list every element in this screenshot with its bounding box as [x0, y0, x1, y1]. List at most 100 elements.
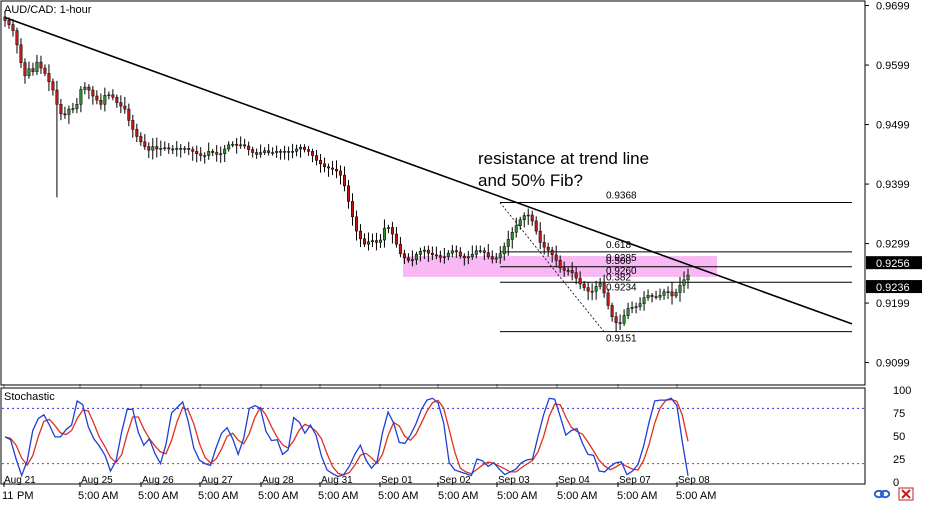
candle-body: [486, 252, 490, 257]
candle-body: [159, 148, 163, 150]
candle-body: [103, 95, 107, 105]
candle-body: [99, 99, 103, 105]
candle-body: [434, 254, 438, 257]
candle-body: [243, 144, 247, 147]
candle-body: [474, 250, 478, 255]
date-label: Aug 31: [321, 475, 353, 486]
fib-level-label: 0.9285: [606, 253, 637, 264]
fib-level-label: 0.9260: [606, 266, 637, 277]
time-label: 11: [2, 490, 13, 502]
time-label: 5:00 AM: [676, 490, 716, 502]
candle-body: [634, 306, 638, 308]
link-chart-icon[interactable]: [874, 487, 890, 501]
candle-body: [662, 291, 666, 296]
price-axis-label: 0.9099: [876, 358, 910, 370]
candle-body: [59, 104, 63, 115]
fib-level-label: 0.9234: [606, 282, 637, 293]
candle-body: [311, 151, 315, 156]
time-label: 5:00 AM: [138, 490, 178, 502]
candle-body: [123, 105, 127, 110]
time-label: 5:00 AM: [198, 490, 238, 502]
candle-body: [343, 174, 346, 187]
candle-body: [382, 227, 386, 241]
candle-body: [79, 89, 83, 105]
resistance-trendline[interactable]: [4, 16, 853, 325]
annotation-line-2: and 50% Fib?: [478, 171, 583, 190]
candle-body: [438, 255, 442, 258]
candle-body: [554, 254, 558, 261]
candle-body: [255, 152, 259, 155]
candle-body: [331, 167, 335, 170]
candle-body: [598, 283, 602, 287]
candle-body: [614, 316, 618, 323]
candle-body: [642, 297, 646, 304]
candle-body: [546, 246, 550, 251]
candle-body: [462, 255, 466, 259]
candle-body: [199, 153, 203, 156]
candle-body: [15, 30, 19, 46]
candle-body: [458, 251, 462, 257]
candle-body: [247, 145, 251, 150]
candle-body: [131, 120, 135, 130]
chart-title: AUD/CAD: 1-hour: [4, 4, 92, 16]
candle-body: [542, 242, 546, 248]
date-label: Aug 28: [262, 475, 294, 486]
time-label: 5:00 AM: [438, 490, 478, 502]
candle-body: [658, 295, 662, 298]
date-label: Sep 01: [381, 475, 413, 486]
candle-body: [155, 146, 159, 150]
candle-body: [442, 256, 446, 258]
candle-body: [522, 215, 526, 221]
candle-body: [287, 151, 291, 153]
current-price-box: [866, 256, 922, 270]
candle-body: [163, 147, 167, 150]
current-price-box: [866, 280, 922, 294]
candle-body: [630, 306, 634, 309]
date-label: Aug 26: [142, 475, 174, 486]
current-price-label: 0.9256: [876, 258, 910, 270]
time-label: 5:00 AM: [497, 490, 537, 502]
price-axis-label: 0.9199: [876, 298, 910, 310]
candle-body: [23, 62, 27, 77]
candle-body: [55, 89, 59, 105]
candle-body: [506, 239, 510, 247]
date-label: Aug 21: [4, 475, 36, 486]
stoch-axis-label: 0: [893, 477, 899, 489]
candle-body: [538, 230, 542, 243]
candle-body: [87, 86, 91, 91]
time-label: 5:00 AM: [78, 490, 118, 502]
indicator-pane-frame: [0, 387, 866, 485]
candle-body: [510, 232, 514, 240]
candle-body: [327, 166, 331, 169]
time-label: 5:00 AM: [258, 490, 298, 502]
annotation-line-1: resistance at trend line: [478, 149, 649, 168]
close-icon[interactable]: [898, 487, 914, 501]
candle-body: [147, 146, 151, 151]
candle-body: [143, 141, 147, 147]
candle-body: [602, 283, 606, 294]
candle-body: [191, 149, 195, 152]
time-label: 5:00 AM: [617, 490, 657, 502]
candle-body: [291, 151, 295, 153]
candle-body: [63, 113, 67, 116]
candle-body: [494, 257, 498, 260]
candle-body: [35, 61, 39, 72]
candle-body: [654, 296, 658, 298]
time-label: 5:00 AM: [318, 490, 358, 502]
candle-body: [562, 267, 566, 271]
candle-body: [295, 148, 299, 152]
candle-body: [482, 250, 486, 253]
candle-body: [275, 151, 279, 153]
candle-body: [402, 253, 406, 259]
candle-body: [279, 151, 283, 153]
candle-body: [450, 250, 454, 254]
candle-body: [339, 170, 342, 176]
price-axis-label: 0.9399: [876, 179, 910, 191]
candle-body: [231, 143, 235, 146]
candle-body: [11, 24, 15, 31]
time-label: 5:00 AM: [557, 490, 597, 502]
candle-body: [578, 277, 582, 285]
candle-body: [315, 155, 319, 161]
candle-body: [27, 68, 31, 77]
